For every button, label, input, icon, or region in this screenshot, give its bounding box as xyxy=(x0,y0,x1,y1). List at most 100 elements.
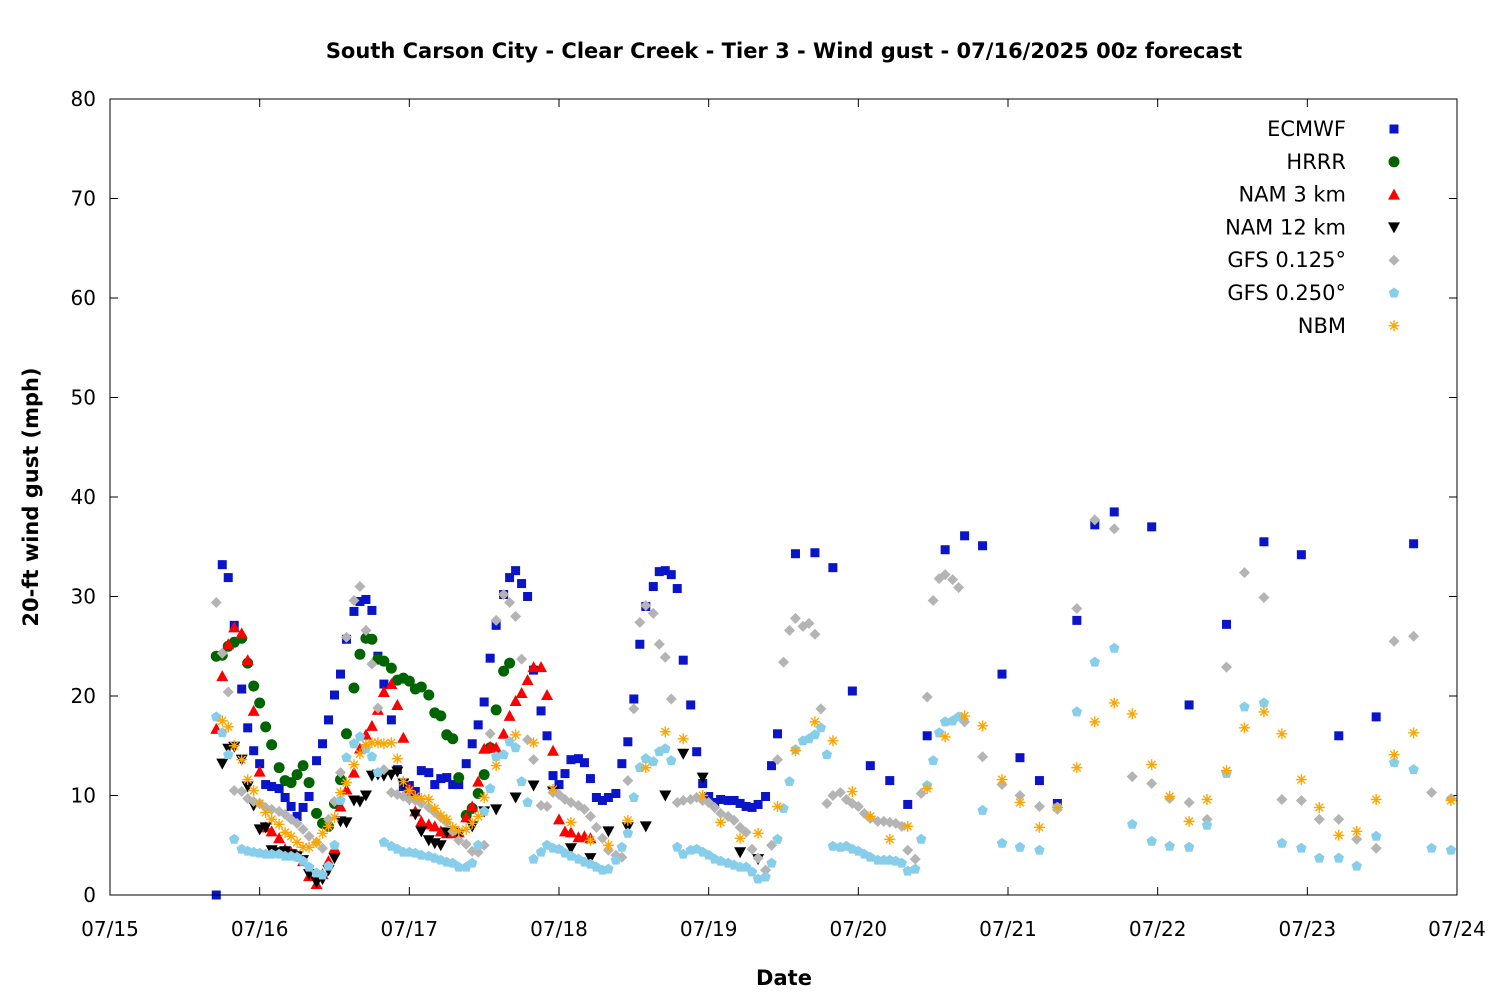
data-point xyxy=(216,647,228,659)
data-point xyxy=(686,700,696,710)
data-point xyxy=(291,817,303,829)
data-point xyxy=(355,596,365,606)
data-point xyxy=(297,855,309,866)
data-point xyxy=(235,627,248,639)
data-point xyxy=(379,679,389,689)
data-point xyxy=(1071,602,1083,614)
data-point xyxy=(415,815,428,827)
data-point xyxy=(884,833,896,845)
data-point xyxy=(773,729,783,739)
data-point xyxy=(728,814,740,826)
data-point xyxy=(809,716,821,728)
data-point xyxy=(273,832,286,844)
data-point xyxy=(760,871,771,882)
y-axis-label: 20-ft wind gust (mph) xyxy=(19,367,43,626)
data-point xyxy=(397,731,410,743)
data-point xyxy=(329,811,340,823)
data-point xyxy=(564,826,577,838)
data-point xyxy=(1371,712,1381,722)
data-point xyxy=(978,541,988,551)
data-point xyxy=(260,806,272,818)
data-point xyxy=(447,733,459,745)
data-point xyxy=(996,774,1008,786)
data-point xyxy=(249,746,259,756)
data-point xyxy=(1351,825,1363,837)
data-point xyxy=(660,743,671,754)
data-point xyxy=(1109,642,1120,653)
data-point xyxy=(265,825,278,837)
data-point xyxy=(354,731,366,742)
data-point xyxy=(734,847,747,859)
data-point xyxy=(1334,731,1344,741)
data-point xyxy=(498,589,510,601)
data-point xyxy=(1089,656,1101,667)
data-point xyxy=(365,719,378,731)
data-point xyxy=(611,789,621,799)
data-point xyxy=(834,787,846,799)
data-point xyxy=(1033,821,1045,833)
data-point xyxy=(659,726,671,738)
data-point xyxy=(885,776,895,786)
legend-marker xyxy=(1388,156,1400,168)
data-point xyxy=(1258,706,1270,718)
data-point xyxy=(454,780,464,790)
data-point xyxy=(939,731,951,743)
data-point xyxy=(1351,833,1363,845)
data-point xyxy=(953,582,965,594)
data-point xyxy=(354,648,366,660)
y-tick-label: 60 xyxy=(71,286,96,310)
y-tick-label: 30 xyxy=(71,585,96,609)
data-point xyxy=(228,785,240,797)
data-point xyxy=(434,840,447,852)
data-point xyxy=(1126,708,1138,720)
data-point xyxy=(441,813,453,825)
x-tick-label: 07/24 xyxy=(1428,917,1486,941)
data-point xyxy=(273,818,285,830)
data-point xyxy=(640,762,652,774)
data-point xyxy=(510,742,521,753)
data-point xyxy=(528,853,539,864)
data-point xyxy=(527,780,540,792)
data-point xyxy=(386,715,396,725)
data-point xyxy=(453,772,465,784)
data-point xyxy=(317,869,328,880)
data-point xyxy=(222,686,234,698)
data-point xyxy=(297,760,309,772)
data-point xyxy=(409,809,422,821)
data-point xyxy=(329,839,340,850)
data-point xyxy=(1408,630,1420,642)
data-point xyxy=(672,841,683,852)
x-tick-label: 07/18 xyxy=(530,917,588,941)
data-point xyxy=(241,781,254,793)
data-point xyxy=(741,801,751,811)
data-point xyxy=(1183,796,1195,808)
data-point xyxy=(541,800,553,812)
data-point xyxy=(852,800,864,812)
data-point xyxy=(211,711,222,722)
data-point xyxy=(430,780,440,790)
data-point xyxy=(790,549,800,559)
y-tick-label: 70 xyxy=(71,187,96,211)
data-point xyxy=(377,686,390,698)
data-point xyxy=(505,573,515,583)
data-point xyxy=(509,792,522,804)
data-point xyxy=(236,754,248,766)
data-point xyxy=(254,797,266,809)
data-point xyxy=(1426,842,1437,853)
data-point xyxy=(460,823,472,835)
data-point xyxy=(1258,697,1270,708)
data-point xyxy=(222,721,234,733)
data-point xyxy=(472,775,485,787)
data-point xyxy=(472,839,484,850)
data-point xyxy=(660,566,670,576)
data-point xyxy=(310,877,323,889)
data-point xyxy=(348,682,360,694)
data-point xyxy=(453,861,464,872)
data-point xyxy=(1314,852,1325,863)
data-point xyxy=(1238,722,1250,734)
data-point xyxy=(809,628,821,640)
data-point xyxy=(385,662,397,674)
data-point xyxy=(553,813,565,825)
data-point xyxy=(311,836,323,848)
